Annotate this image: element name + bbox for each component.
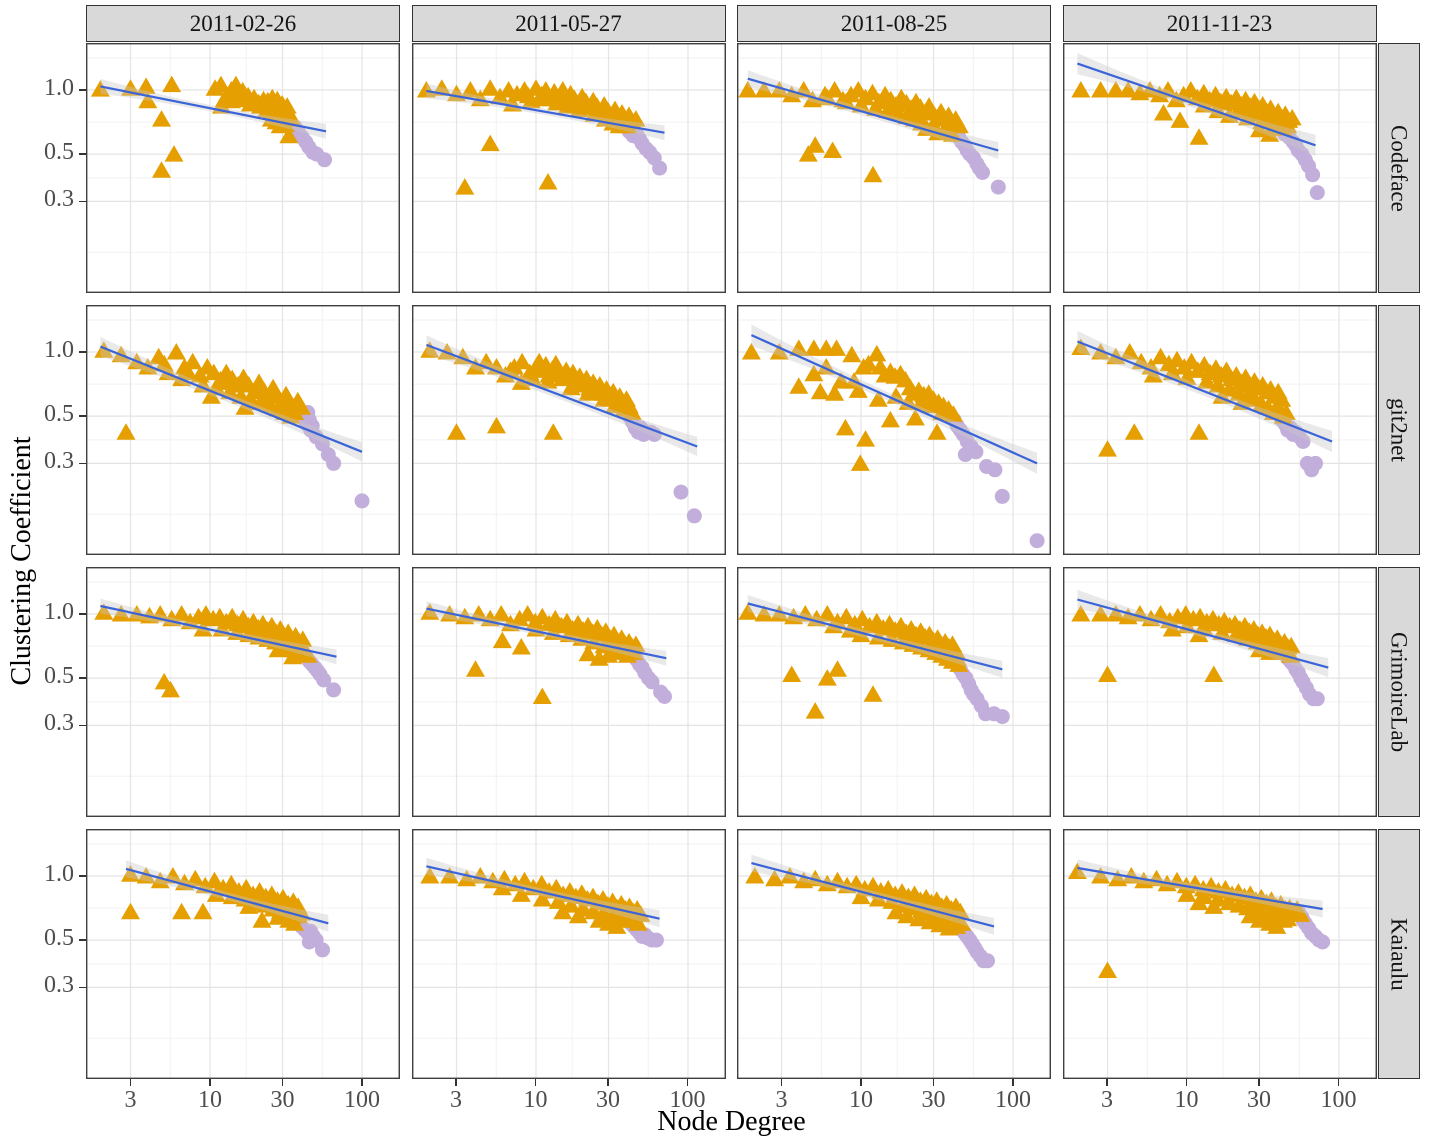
panel-Kaiaulu-2011-05-27 bbox=[411, 829, 726, 1079]
y-tick-label: 0.3 bbox=[44, 186, 74, 213]
x-tick-label: 30 bbox=[1247, 1087, 1271, 1113]
x-axis-title: Node Degree bbox=[657, 1106, 806, 1137]
y-axis-title: Clustering Coefficient bbox=[6, 436, 37, 686]
panel-Codeface-2011-05-27 bbox=[411, 43, 726, 293]
x-tick-label: 100 bbox=[995, 1087, 1031, 1113]
panel-git2net-2011-08-25 bbox=[737, 305, 1051, 555]
y-tick-label: 0.5 bbox=[44, 663, 74, 690]
x-tick-label: 30 bbox=[921, 1087, 946, 1113]
x-tick-mark bbox=[932, 1079, 935, 1086]
panel-Kaiaulu-2011-08-25 bbox=[737, 829, 1051, 1079]
y-tick-label: 0.3 bbox=[44, 710, 74, 737]
y-tick-label: 0.3 bbox=[44, 448, 74, 475]
facet-row-strip: git2net bbox=[1377, 305, 1420, 555]
x-tick-label: 10 bbox=[1174, 1087, 1199, 1113]
x-tick-mark bbox=[129, 1079, 132, 1086]
y-tick-mark bbox=[79, 677, 86, 679]
x-tick-mark bbox=[1258, 1079, 1260, 1086]
panel-Codeface-2011-08-25 bbox=[737, 43, 1051, 293]
panel-GrimoireLab-2011-05-27 bbox=[411, 567, 726, 817]
x-tick-label: 3 bbox=[1101, 1087, 1113, 1113]
facet-column-header: 2011-11-23 bbox=[1062, 5, 1377, 42]
y-tick-label: 0.5 bbox=[44, 139, 74, 166]
panel-GrimoireLab-2011-02-26 bbox=[86, 567, 400, 817]
y-tick-mark bbox=[79, 351, 86, 353]
x-tick-mark bbox=[361, 1079, 363, 1086]
x-tick-label: 10 bbox=[198, 1087, 222, 1113]
x-tick-label: 3 bbox=[450, 1087, 462, 1113]
panel-GrimoireLab-2011-08-25 bbox=[737, 567, 1051, 817]
y-tick-label: 1.0 bbox=[44, 599, 74, 625]
x-tick-mark bbox=[1012, 1079, 1014, 1086]
x-tick-label: 3 bbox=[775, 1087, 788, 1113]
y-tick-label: 0.3 bbox=[44, 972, 74, 999]
panel-Codeface-2011-11-23 bbox=[1062, 43, 1377, 293]
x-tick-mark bbox=[209, 1079, 211, 1086]
facet-column-header: 2011-08-25 bbox=[737, 5, 1051, 42]
y-tick-mark bbox=[79, 200, 86, 203]
y-tick-mark bbox=[79, 415, 86, 417]
x-tick-mark bbox=[1337, 1079, 1340, 1086]
panel-git2net-2011-11-23 bbox=[1062, 305, 1377, 555]
x-tick-mark bbox=[1106, 1079, 1108, 1086]
x-tick-label: 30 bbox=[596, 1087, 620, 1113]
y-tick-mark bbox=[79, 613, 86, 615]
x-tick-mark bbox=[686, 1079, 689, 1086]
panel-GrimoireLab-2011-11-23 bbox=[1062, 567, 1377, 817]
x-tick-label: 10 bbox=[849, 1087, 873, 1113]
x-tick-label: 10 bbox=[523, 1087, 548, 1113]
x-tick-label: 3 bbox=[124, 1087, 137, 1113]
x-tick-mark bbox=[860, 1079, 862, 1086]
y-tick-mark bbox=[79, 89, 86, 91]
x-tick-label: 100 bbox=[1320, 1087, 1357, 1113]
y-tick-label: 1.0 bbox=[44, 75, 74, 101]
x-tick-mark bbox=[281, 1079, 284, 1086]
facet-row-strip: Codeface bbox=[1377, 43, 1420, 293]
panel-Codeface-2011-02-26 bbox=[86, 43, 400, 293]
facet-row-strip: GrimoireLab bbox=[1377, 567, 1420, 817]
x-tick-mark bbox=[1185, 1079, 1188, 1086]
y-tick-mark bbox=[79, 875, 86, 877]
x-tick-label: 100 bbox=[669, 1087, 706, 1113]
y-tick-mark bbox=[79, 939, 86, 941]
y-tick-mark bbox=[79, 153, 86, 155]
x-tick-label: 30 bbox=[270, 1087, 295, 1113]
y-tick-label: 1.0 bbox=[44, 861, 74, 887]
x-tick-mark bbox=[607, 1079, 609, 1086]
x-tick-label: 100 bbox=[344, 1087, 380, 1113]
y-tick-mark bbox=[79, 462, 86, 465]
facet-column-header: 2011-02-26 bbox=[86, 5, 400, 42]
y-tick-label: 0.5 bbox=[44, 925, 74, 952]
facet-column-header: 2011-05-27 bbox=[411, 5, 726, 42]
x-tick-mark bbox=[780, 1079, 783, 1086]
x-tick-mark bbox=[455, 1079, 457, 1086]
panel-Kaiaulu-2011-11-23 bbox=[1062, 829, 1377, 1079]
facet-row-strip: Kaiaulu bbox=[1377, 829, 1420, 1079]
y-tick-mark bbox=[79, 724, 86, 727]
panel-Kaiaulu-2011-02-26 bbox=[86, 829, 400, 1079]
y-tick-label: 1.0 bbox=[44, 337, 74, 363]
y-tick-mark bbox=[79, 986, 86, 989]
x-tick-mark bbox=[534, 1079, 537, 1086]
panel-git2net-2011-02-26 bbox=[86, 305, 400, 555]
y-tick-label: 0.5 bbox=[44, 401, 74, 428]
panel-git2net-2011-05-27 bbox=[411, 305, 726, 555]
